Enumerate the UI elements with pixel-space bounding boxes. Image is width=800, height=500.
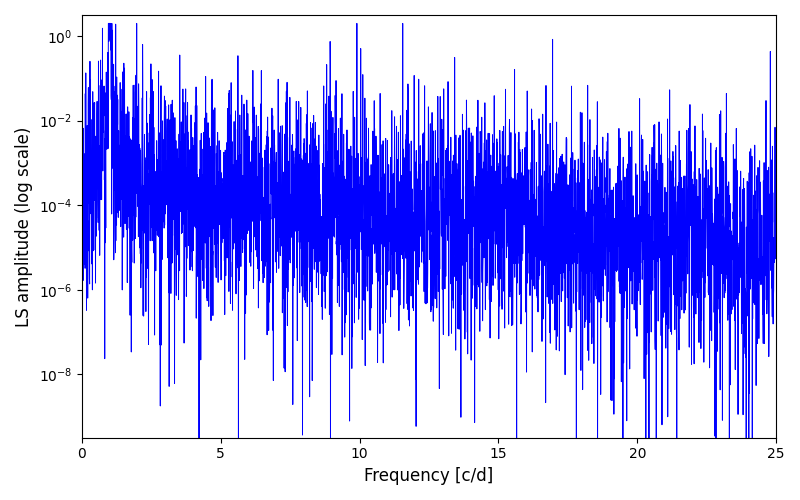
Y-axis label: LS amplitude (log scale): LS amplitude (log scale)	[15, 126, 33, 326]
X-axis label: Frequency [c/d]: Frequency [c/d]	[364, 467, 494, 485]
